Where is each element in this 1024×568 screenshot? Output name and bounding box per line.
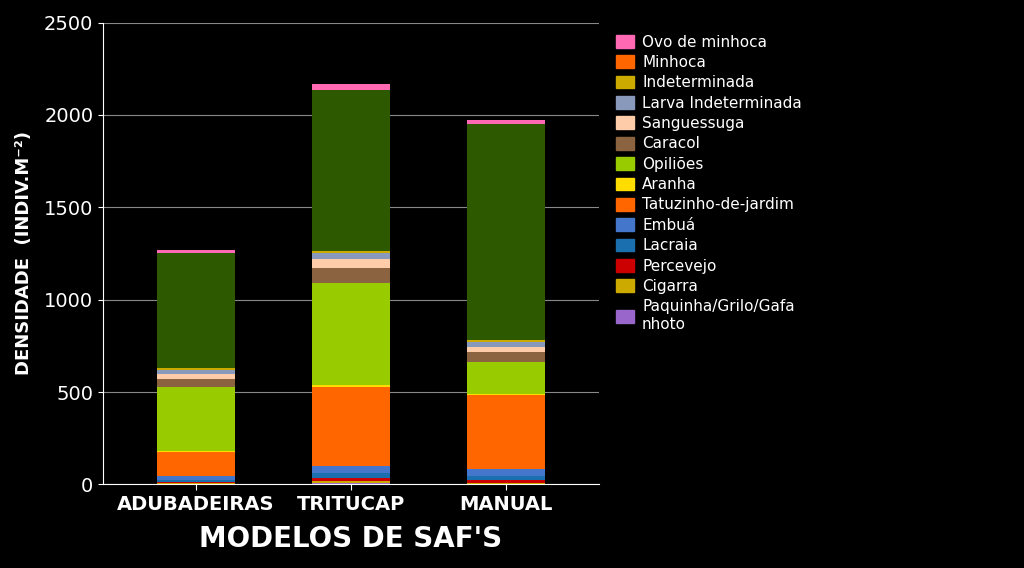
Bar <box>158 250 234 253</box>
Bar <box>312 250 390 253</box>
Bar <box>467 340 545 342</box>
Bar <box>158 379 234 387</box>
Bar <box>312 385 390 387</box>
Bar <box>312 85 390 90</box>
Bar <box>467 469 545 476</box>
Bar <box>158 368 234 370</box>
Bar <box>312 387 390 466</box>
Bar <box>312 478 390 481</box>
Bar <box>158 374 234 379</box>
Y-axis label: DENSIDADE  (INDIV.M⁻²): DENSIDADE (INDIV.M⁻²) <box>15 131 33 375</box>
Bar <box>467 124 545 340</box>
Bar <box>312 466 390 473</box>
Legend: Ovo de minhoca, Minhoca, Indeterminada, Larva Indeterminada, Sanguessuga, Caraco: Ovo de minhoca, Minhoca, Indeterminada, … <box>611 30 806 336</box>
Bar <box>158 482 234 483</box>
Bar <box>467 347 545 352</box>
Bar <box>312 481 390 483</box>
Bar <box>312 259 390 268</box>
Bar <box>158 253 234 368</box>
Bar <box>158 483 234 485</box>
Bar <box>467 362 545 394</box>
Bar <box>312 253 390 259</box>
Bar <box>158 452 234 476</box>
Bar <box>467 476 545 480</box>
Bar <box>312 483 390 485</box>
Bar <box>158 480 234 482</box>
Bar <box>312 473 390 478</box>
Bar <box>312 268 390 283</box>
Bar <box>312 90 390 250</box>
X-axis label: MODELOS DE SAF'S: MODELOS DE SAF'S <box>200 525 503 553</box>
Bar <box>467 342 545 347</box>
Bar <box>158 476 234 480</box>
Bar <box>158 451 234 452</box>
Bar <box>467 352 545 362</box>
Bar <box>158 387 234 451</box>
Bar <box>158 370 234 374</box>
Bar <box>467 480 545 483</box>
Bar <box>467 483 545 485</box>
Bar <box>467 394 545 395</box>
Bar <box>312 283 390 385</box>
Bar <box>467 395 545 469</box>
Bar <box>467 119 545 124</box>
